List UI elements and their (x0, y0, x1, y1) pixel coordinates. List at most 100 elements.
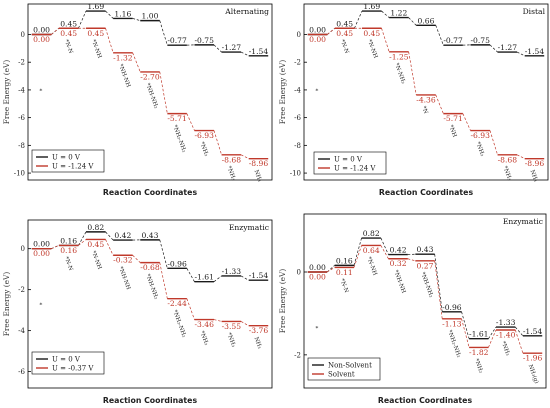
connector (488, 330, 496, 347)
connector (435, 261, 443, 319)
connector (382, 11, 390, 18)
category-label: *N (420, 106, 428, 115)
value-label: 1.22 (390, 9, 407, 18)
connector (409, 52, 417, 95)
connector (160, 263, 168, 299)
y-tick-label: 0 (21, 31, 25, 39)
y-tick-label: -4 (18, 86, 25, 94)
value-label: 0.82 (87, 223, 104, 232)
connector (515, 330, 523, 353)
y-tick-label: -2 (18, 59, 25, 67)
value-label: 0.45 (336, 19, 353, 28)
value-label: 0.43 (417, 245, 434, 254)
category-label: *NH₂-NH₂ (171, 309, 186, 338)
value-label: -1.33 (496, 318, 516, 327)
panel-title: Distal (523, 7, 546, 16)
connector (214, 276, 222, 282)
category-label: *NH₃ (225, 332, 236, 348)
value-label: -0.32 (113, 256, 133, 265)
category-label: *NH-NH (117, 63, 131, 88)
value-label: -0.96 (167, 259, 187, 268)
panel-title: Alternating (224, 7, 269, 16)
category-label: *NH₃ (225, 165, 236, 181)
value-label: -0.75 (194, 36, 214, 45)
connector (409, 18, 417, 26)
connector (187, 299, 195, 320)
y-axis-label: Free Energy (eV) (278, 269, 287, 334)
connector (133, 18, 141, 20)
connector (133, 53, 141, 72)
connector (462, 312, 470, 339)
value-label: -1.82 (469, 348, 489, 357)
value-label: 0.11 (336, 268, 353, 277)
legend-entry: U = 0 V (52, 154, 81, 162)
value-label: 0.45 (363, 29, 380, 38)
value-label: -1.25 (389, 52, 409, 61)
y-tick-label: 0 (297, 268, 301, 276)
connector (160, 240, 168, 268)
value-label: -8.68 (222, 155, 242, 164)
value-label: -3.46 (194, 320, 214, 329)
connector (490, 45, 498, 52)
category-label: *NH₂-NH₂ (171, 124, 186, 153)
y-tick-label: -6 (18, 368, 25, 376)
legend-entry: U = 0 V (334, 156, 363, 164)
connector (214, 320, 222, 322)
y-axis-label: Free Energy (eV) (278, 60, 287, 125)
y-tick-label: -8 (294, 142, 301, 150)
x-axis-label: Reaction Coordinates (103, 396, 198, 405)
category-label: *NH-NH₂ (419, 271, 434, 298)
category-label: NH₃ (253, 169, 263, 182)
value-label: -1.13 (442, 319, 462, 328)
connector (241, 276, 249, 280)
category-label: *NH-NH (117, 266, 131, 291)
category-label: *N-NH₂ (393, 62, 406, 84)
category-label: *NH (447, 124, 457, 138)
value-label: 0.66 (418, 16, 435, 25)
x-axis-label: Reaction Coordinates (379, 188, 474, 197)
y-tick-label: -4 (294, 86, 301, 94)
value-label: -5.71 (167, 114, 186, 123)
legend: U = 0 VU = -1.24 V (32, 150, 104, 172)
connector (78, 11, 86, 28)
category-label: *NH₃ (501, 165, 512, 181)
value-label: -8.96 (525, 159, 545, 168)
value-label: 0.00 (33, 240, 50, 249)
value-label: 0.00 (309, 25, 326, 34)
category-label: *NH₂-NH₂ (446, 329, 461, 358)
value-label: -1.61 (194, 273, 213, 282)
category-label: *N-NH (90, 39, 102, 59)
category-label: * (40, 88, 43, 94)
category-label: * (40, 303, 43, 309)
value-label: -1.54 (249, 47, 269, 56)
value-label: 0.64 (363, 246, 380, 255)
category-label: *NH₃ (500, 341, 511, 357)
y-tick-label: -2 (294, 59, 301, 67)
connector (51, 28, 59, 34)
connector (408, 259, 416, 261)
legend-entry: Non-Solvent (328, 362, 372, 370)
connector (51, 245, 59, 248)
value-label: 0.45 (60, 29, 77, 38)
category-label: *NH₂ (473, 358, 484, 374)
connector (490, 131, 498, 155)
category-label: *N-N (338, 278, 349, 294)
value-label: -1.40 (496, 331, 516, 340)
category-label: NH₃(g) (527, 363, 540, 384)
value-label: 0.45 (87, 240, 104, 249)
y-tick-label: -6 (294, 114, 301, 122)
value-label: 0.00 (33, 249, 50, 258)
value-label: -6.93 (470, 131, 490, 140)
value-label: -1.32 (113, 53, 133, 62)
value-label: -2.44 (167, 299, 187, 308)
legend-entry: U = -1.24 V (52, 163, 94, 171)
value-label: 1.16 (114, 9, 131, 18)
value-label: 1.69 (363, 2, 380, 11)
connector (436, 25, 444, 45)
value-label: 0.16 (60, 246, 77, 255)
